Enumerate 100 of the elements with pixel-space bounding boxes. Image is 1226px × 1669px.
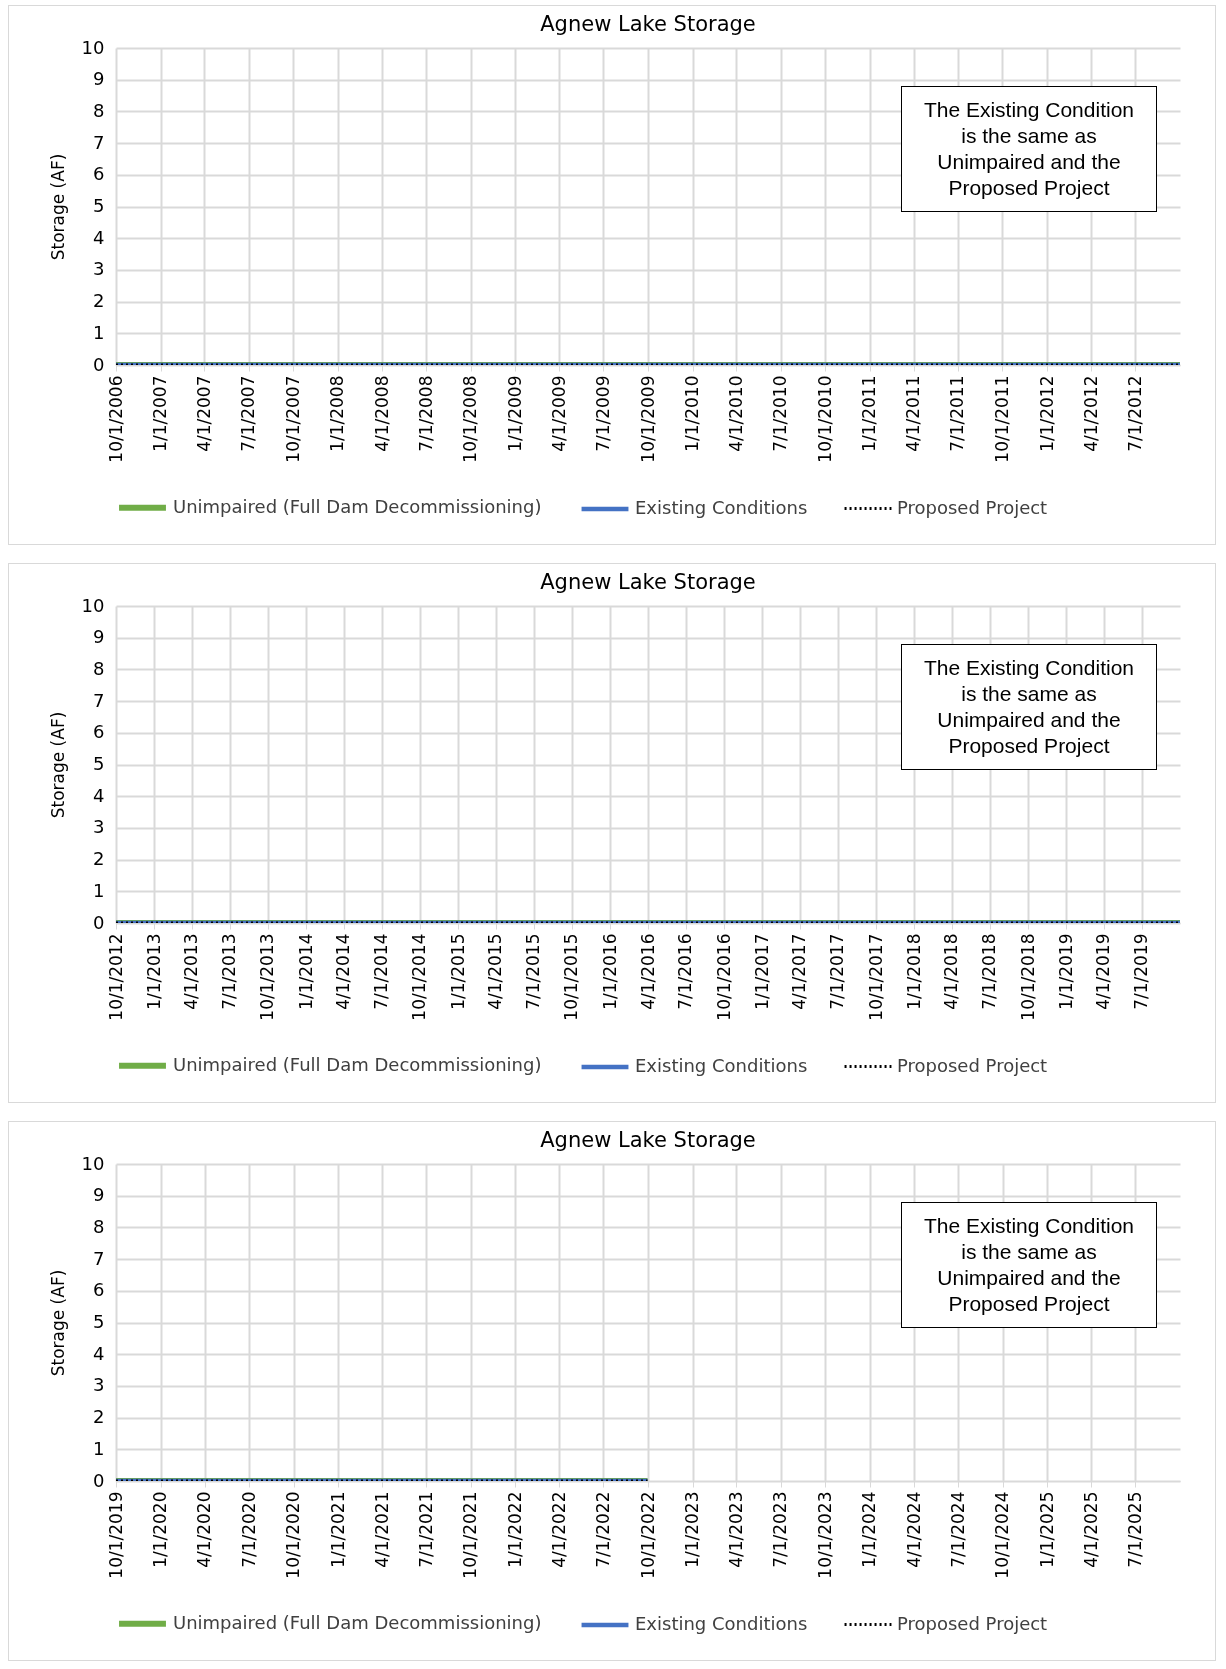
x-tick-label: 7/1/2021 [415, 1491, 436, 1568]
y-tick-label: 0 [93, 911, 105, 933]
x-tick-label: 4/1/2010 [725, 375, 746, 452]
chart-title: Agnew Lake Storage [540, 570, 756, 594]
x-tick-label: 4/1/2022 [548, 1491, 569, 1568]
y-tick-label: 1 [93, 1437, 105, 1459]
x-tick-label: 1/1/2015 [447, 933, 468, 1010]
y-tick-label: 2 [93, 1406, 105, 1428]
x-tick-label: 1/1/2019 [1055, 933, 1076, 1010]
x-tick-label: 7/1/2008 [415, 375, 436, 452]
x-tick-label: 7/1/2020 [238, 1491, 259, 1568]
x-tick-label: 10/1/2020 [283, 1491, 304, 1579]
x-tick-label: 10/1/2008 [460, 375, 481, 463]
x-tick-label: 10/1/2012 [105, 933, 126, 1021]
legend-label: Existing Conditions [635, 497, 808, 518]
x-tick-label: 10/1/2018 [1017, 933, 1038, 1021]
y-tick-label: 3 [93, 1374, 105, 1396]
x-tick-label: 7/1/2010 [770, 375, 791, 452]
x-tick-label: 1/1/2025 [1036, 1491, 1057, 1568]
x-tick-label: 1/1/2011 [859, 375, 880, 452]
y-tick-label: 5 [93, 753, 105, 774]
x-tick-label: 1/1/2007 [150, 375, 171, 452]
y-tick-label: 4 [93, 226, 105, 248]
legend-label: Proposed Project [897, 1054, 1048, 1076]
x-tick-label: 10/1/2023 [814, 1491, 835, 1579]
x-tick-label: 10/1/2022 [637, 1491, 658, 1579]
y-tick-label: 9 [93, 626, 105, 648]
x-tick-label: 4/1/2013 [181, 933, 202, 1010]
y-axis-title: Storage (AF) [47, 153, 68, 261]
x-tick-label: 10/1/2011 [991, 375, 1012, 463]
x-tick-label: 10/1/2013 [257, 933, 278, 1021]
x-tick-label: 4/1/2014 [333, 933, 354, 1010]
legend-label: Existing Conditions [635, 1613, 808, 1634]
x-tick-label: 1/1/2009 [504, 375, 525, 452]
x-tick-label: 1/1/2022 [504, 1491, 525, 1568]
y-tick-label: 6 [93, 163, 105, 185]
x-tick-label: 7/1/2022 [592, 1491, 613, 1568]
x-tick-label: 1/1/2014 [295, 933, 316, 1010]
x-tick-label: 1/1/2016 [599, 933, 620, 1010]
x-tick-label: 4/1/2021 [371, 1491, 392, 1568]
y-tick-label: 9 [93, 1184, 105, 1206]
x-tick-label: 10/1/2015 [561, 933, 582, 1021]
x-tick-label: 4/1/2024 [903, 1491, 924, 1568]
y-tick-label: 9 [93, 68, 105, 90]
x-tick-label: 1/1/2021 [327, 1491, 348, 1568]
y-tick-label: 7 [93, 689, 105, 711]
x-tick-label: 4/1/2012 [1080, 375, 1101, 452]
x-tick-label: 7/1/2011 [947, 375, 968, 452]
x-tick-label: 4/1/2023 [725, 1491, 746, 1568]
y-tick-label: 10 [81, 594, 105, 616]
x-tick-label: 7/1/2018 [979, 933, 1000, 1010]
y-tick-label: 7 [93, 1247, 105, 1269]
x-tick-label: 4/1/2009 [548, 375, 569, 452]
y-tick-label: 8 [93, 1215, 105, 1237]
x-tick-label: 10/1/2019 [105, 1491, 126, 1579]
x-tick-label: 4/1/2020 [194, 1491, 215, 1568]
y-tick-label: 4 [93, 784, 105, 806]
x-tick-label: 10/1/2006 [105, 375, 126, 463]
x-tick-label: 1/1/2013 [143, 933, 164, 1010]
legend-label: Unimpaired (Full Dam Decommissioning) [173, 1053, 542, 1075]
legend-label: Existing Conditions [635, 1055, 808, 1076]
x-tick-label: 1/1/2008 [327, 375, 348, 452]
y-tick-label: 1 [93, 321, 105, 343]
annotation: The Existing Condition is the same as Unimpaired and the Proposed Project [900, 644, 1157, 770]
x-tick-label: 4/1/2016 [637, 933, 658, 1010]
x-tick-label: 7/1/2014 [371, 933, 392, 1010]
x-tick-label: 1/1/2012 [1036, 375, 1057, 452]
x-tick-label: 7/1/2023 [770, 1491, 791, 1568]
y-tick-label: 5 [93, 195, 105, 216]
x-tick-label: 4/1/2015 [485, 933, 506, 1010]
y-tick-label: 10 [81, 1152, 105, 1174]
legend-label: Proposed Project [897, 1612, 1048, 1634]
annotation: The Existing Condition is the same as Unimpaired and the Proposed Project [900, 86, 1157, 212]
x-tick-label: 10/1/2021 [460, 1491, 481, 1579]
x-tick-label: 1/1/2024 [859, 1491, 880, 1568]
legend-label: Unimpaired (Full Dam Decommissioning) [173, 495, 542, 517]
y-tick-label: 5 [93, 1311, 105, 1332]
x-tick-label: 7/1/2012 [1124, 375, 1145, 452]
y-tick-label: 4 [93, 1342, 105, 1364]
x-tick-label: 4/1/2019 [1093, 933, 1114, 1010]
y-tick-label: 10 [81, 36, 105, 58]
x-tick-label: 7/1/2015 [523, 933, 544, 1010]
y-tick-label: 1 [93, 879, 105, 901]
x-tick-label: 1/1/2018 [903, 933, 924, 1010]
x-tick-label: 1/1/2010 [682, 375, 703, 452]
chart-title: Agnew Lake Storage [540, 12, 756, 36]
x-tick-label: 4/1/2018 [941, 933, 962, 1010]
y-tick-label: 8 [93, 657, 105, 679]
y-tick-label: 0 [93, 353, 105, 375]
annotation: The Existing Condition is the same as Unimpaired and the Proposed Project [900, 1202, 1157, 1328]
x-tick-label: 7/1/2013 [219, 933, 240, 1010]
legend-label: Unimpaired (Full Dam Decommissioning) [173, 1611, 542, 1633]
x-tick-label: 4/1/2017 [789, 933, 810, 1010]
y-axis-title: Storage (AF) [47, 1269, 68, 1377]
x-tick-label: 10/1/2016 [713, 933, 734, 1021]
y-tick-label: 0 [93, 1469, 105, 1491]
x-tick-label: 10/1/2007 [282, 375, 303, 463]
x-tick-label: 10/1/2009 [637, 375, 658, 463]
x-tick-label: 10/1/2014 [409, 933, 430, 1021]
y-axis-title: Storage (AF) [47, 711, 68, 819]
